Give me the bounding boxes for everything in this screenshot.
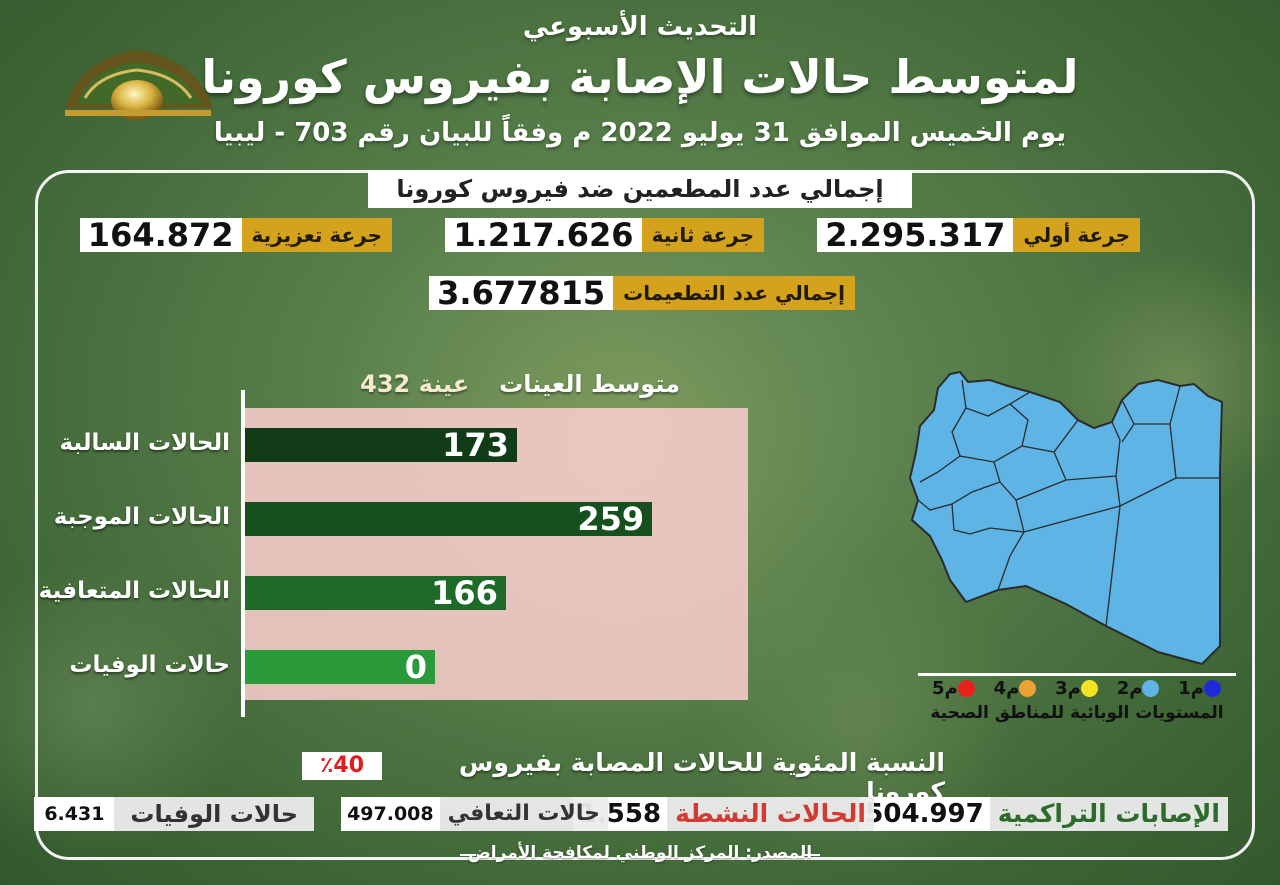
sample-count: 432 عينة — [360, 370, 470, 398]
first-dose-stat: جرعة أولي 2.295.317 — [817, 218, 1140, 252]
weekly-update-heading: التحديث الأسبوعي — [522, 12, 758, 42]
percentage-label: النسبة المئوية للحالات المصابة بفيروس كو… — [458, 748, 945, 806]
libya-map — [908, 370, 1224, 666]
libya-region-shape — [908, 370, 1224, 666]
cumulative-cases-stat: الإصابات التراكمية 504.997 — [859, 797, 1228, 831]
date-line: يوم الخميس الموافق 31 يوليو 2022 م وفقاً… — [213, 118, 1067, 148]
legend-caption: المستويات الوبائية للمناطق الصحية — [930, 703, 1224, 723]
chart-title: متوسط العينات — [499, 370, 680, 398]
legend-item-4: م4 — [994, 678, 1040, 699]
legend-dot-icon — [1142, 680, 1160, 697]
recovered-cases-value: 497.008 — [341, 797, 440, 831]
total-vaccinations-value: 3.677815 — [429, 276, 614, 310]
active-cases-label: الحالات النشطة — [667, 797, 874, 831]
vaccination-title: إجمالي عدد المطعمين ضد فيروس كورونا — [368, 170, 912, 208]
legend-dot-icon — [1203, 680, 1221, 697]
deaths-stat: حالات الوفيات 6.431 — [34, 797, 314, 831]
second-dose-stat: جرعة ثانية 1.217.626 — [445, 218, 764, 252]
legend-item-5: م5 — [932, 678, 978, 699]
legend-dot-icon — [957, 680, 975, 697]
ncdc-logo — [65, 50, 213, 120]
total-vaccinations-stat: إجمالي عدد التطعيمات 3.677815 — [429, 276, 855, 310]
deaths-label: حالات الوفيات — [114, 797, 314, 831]
plot-area — [245, 408, 748, 700]
chart-axis — [241, 390, 245, 717]
map-legend: م1 م2 م3 م4 م5 — [920, 678, 1236, 699]
legend-dot-icon — [1080, 680, 1098, 697]
active-cases-stat: الحالات النشطة 1.558 — [572, 797, 874, 831]
legend-item-2: م2 — [1117, 678, 1163, 699]
legend-label: م1 — [1178, 678, 1204, 699]
second-dose-label: جرعة ثانية — [641, 218, 764, 252]
first-dose-value: 2.295.317 — [817, 218, 1014, 252]
cumulative-cases-value: 504.997 — [859, 797, 990, 831]
legend-dot-icon — [1019, 680, 1037, 697]
first-dose-label: جرعة أولي — [1013, 218, 1140, 252]
booster-dose-label: جرعة تعزيزية — [241, 218, 392, 252]
cumulative-cases-label: الإصابات التراكمية — [989, 797, 1228, 831]
recovered-cases-label: حالات التعافي — [439, 797, 608, 831]
second-dose-value: 1.217.626 — [445, 218, 642, 252]
chart-header: متوسط العينات 432 عينة — [340, 370, 680, 398]
legend-label: م4 — [993, 678, 1020, 699]
legend-divider — [918, 673, 1236, 676]
legend-label: م3 — [1055, 678, 1081, 699]
source-note: المصدر: المركز الوطني لمكافحة الأمراض — [460, 843, 820, 863]
page-title: لمتوسط حالات الإصابة بفيروس كورونا — [201, 50, 1079, 104]
legend-item-3: م3 — [1055, 678, 1101, 699]
legend-label: م5 — [932, 678, 958, 699]
recovered-cases-stat: حالات التعافي 497.008 — [341, 797, 608, 831]
region-borders — [917, 379, 1220, 627]
booster-dose-stat: جرعة تعزيزية 164.872 — [79, 218, 392, 252]
total-vaccinations-label: إجمالي عدد التطعيمات — [613, 276, 855, 310]
legend-item-1: م1 — [1178, 678, 1224, 699]
booster-dose-value: 164.872 — [79, 218, 242, 252]
deaths-value: 6.431 — [34, 797, 115, 831]
legend-label: م2 — [1116, 678, 1143, 699]
percentage-value: ٪40 — [302, 752, 382, 780]
